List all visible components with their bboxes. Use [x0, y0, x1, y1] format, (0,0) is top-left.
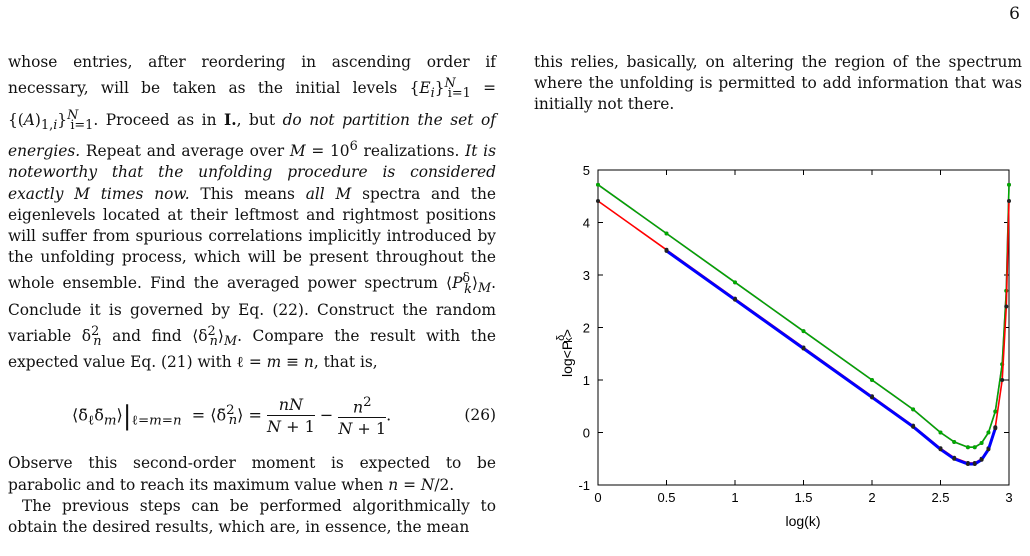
chart-axes: 0 0.5 1 1.5 2 2.5 3 -1 0 1 2 3 4 5: [578, 163, 1012, 505]
paragraph: this relies, basically, on altering the …: [534, 53, 1022, 114]
left-column: whose entries, after reordering in ascen…: [8, 52, 496, 538]
y-tick-label: 5: [583, 163, 590, 178]
data-point: [801, 346, 806, 351]
chart-series: [596, 182, 1011, 466]
y-tick-label: 3: [583, 268, 590, 283]
data-point: [965, 445, 970, 450]
x-axis-label: log(k): [785, 513, 820, 529]
right-column: this relies, basically, on altering the …: [534, 52, 1022, 116]
data-point: [938, 430, 943, 435]
equation-number: (26): [464, 405, 496, 424]
x-tick-label: 2: [868, 490, 875, 505]
data-point: [596, 198, 600, 203]
data-point: [596, 182, 600, 187]
data-point: [1004, 304, 1009, 309]
svg-text:log<Pδk>: log<Pδk>: [555, 329, 575, 377]
x-tick-label: 2.5: [931, 490, 949, 505]
data-point: [979, 441, 984, 445]
data-point: [911, 424, 916, 429]
data-point: [801, 329, 806, 334]
y-tick-label: 0: [583, 426, 590, 441]
power-spectrum-chart: 0 0.5 1 1.5 2 2.5 3 -1 0 1 2 3 4 5 log(k) log<Pδk>: [555, 163, 1013, 529]
data-point: [1000, 378, 1005, 382]
data-point: [733, 297, 737, 302]
x-tick-label: 1.5: [794, 490, 812, 505]
x-tick-label: 1: [731, 490, 738, 505]
data-point: [938, 447, 943, 452]
data-point: [664, 248, 669, 253]
x-tick-label: 0: [594, 490, 601, 505]
data-point: [952, 456, 957, 461]
y-tick-label: 4: [583, 216, 590, 231]
data-point: [1007, 182, 1011, 187]
series-line: [597, 184, 1010, 449]
y-tick-label: 1: [583, 373, 590, 388]
paragraph: whose entries, after reordering in ascen…: [8, 53, 496, 372]
data-point: [664, 231, 669, 236]
data-point: [993, 426, 998, 431]
paragraph: The previous steps can be performed algo…: [8, 496, 496, 536]
y-tick-label: -1: [578, 478, 590, 493]
equation-body: ⟨δ̃ℓδ̃m⟩|ℓ=m=n = ⟨δ̃2n⟩ = nN N + 1 − n2 N …: [72, 392, 391, 440]
data-point: [965, 462, 970, 466]
x-tick-label: 0.5: [657, 490, 675, 505]
y-tick-label: 2: [583, 321, 590, 336]
data-point: [972, 445, 977, 450]
series-line: [597, 184, 1010, 449]
data-point: [972, 462, 977, 466]
data-point: [870, 378, 874, 382]
page-number: 6: [1009, 4, 1020, 24]
x-tick-label: 3: [1005, 490, 1012, 505]
data-point: [870, 395, 874, 400]
paragraph: Observe this second-order moment is expe…: [8, 454, 496, 494]
y-axis-label: log<Pδk>: [555, 329, 575, 377]
data-point: [986, 447, 991, 452]
data-point: [911, 407, 916, 412]
data-point: [733, 280, 737, 285]
data-point: [1007, 198, 1011, 203]
data-point: [986, 430, 991, 435]
data-point: [952, 439, 957, 444]
data-point: [979, 457, 984, 462]
series-line: [665, 249, 997, 466]
equation-26: ⟨δ̃ℓδ̃m⟩|ℓ=m=n = ⟨δ̃2n⟩ = nN N + 1 − n2 N …: [8, 392, 496, 440]
data-point: [993, 409, 998, 414]
